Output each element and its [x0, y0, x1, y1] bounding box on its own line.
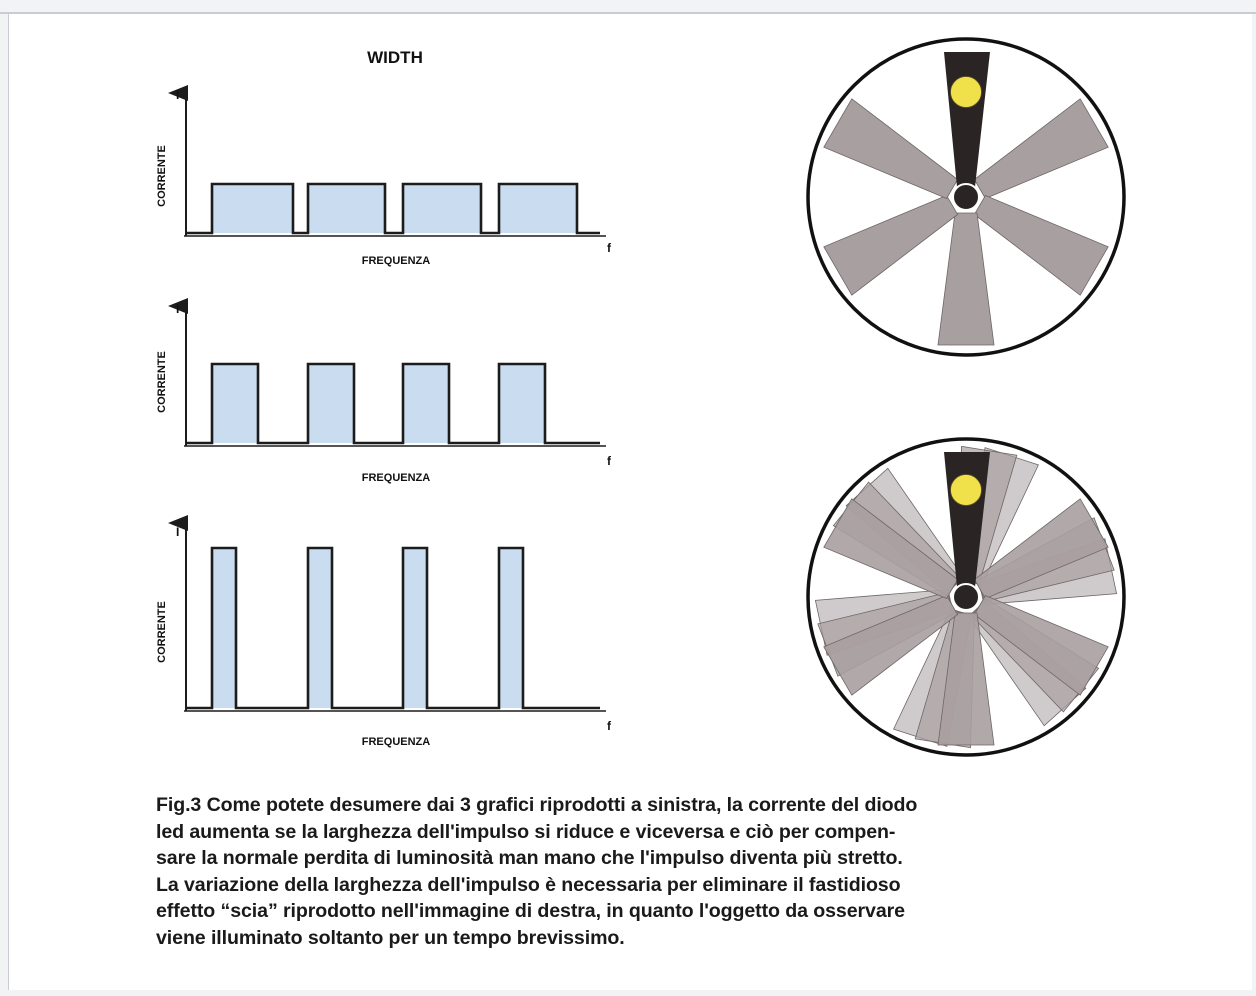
pulse: [308, 184, 385, 233]
graph-2: I f CORRENTE FREQUENZA: [156, 298, 612, 484]
top-rule: [0, 12, 1256, 14]
figure-title: WIDTH: [367, 48, 423, 67]
wheel-blade: [823, 498, 959, 600]
pulse: [308, 364, 354, 443]
graph-3: I f CORRENTE FREQUENZA: [156, 515, 612, 748]
pulse: [212, 364, 258, 443]
graph-1-x-symbol: f: [607, 241, 612, 255]
graph-1-x-label: FREQUENZA: [362, 255, 431, 267]
graph-2-x-label: FREQUENZA: [362, 472, 431, 484]
pulse: [403, 548, 427, 708]
wheel-1-hub: [952, 183, 980, 211]
caption-line: sare la normale perdita di luminosità ma…: [156, 847, 903, 869]
wheel-blade: [937, 212, 995, 346]
pulse: [308, 548, 332, 708]
figure-caption: Fig.3 Come potete desumere dai 3 grafici…: [156, 792, 1156, 951]
pulse: [403, 184, 481, 233]
graph-2-y-symbol: I: [176, 302, 179, 316]
wheel-blade: [973, 594, 1109, 696]
graph-1-y-symbol: I: [176, 88, 179, 102]
graph-3-y-label: CORRENTE: [156, 601, 168, 663]
wheel-2-blades: [814, 445, 1118, 749]
wheel-diagram-1: [806, 37, 1126, 357]
wheel-blade: [937, 612, 995, 746]
caption-line: led aumenta se la larghezza dell'impulso…: [156, 820, 896, 843]
graph-3-x-label: FREQUENZA: [362, 736, 431, 748]
graph-2-pulses: [212, 364, 545, 443]
pulse: [212, 184, 293, 233]
pulse: [499, 548, 523, 708]
graph-3-waveform: [186, 546, 600, 710]
wheel-blade: [823, 98, 959, 200]
wheel-blade: [973, 194, 1109, 296]
graph-1: I f CORRENTE FREQUENZA: [156, 85, 612, 267]
pulse: [212, 548, 236, 708]
wheel-1-blades: [823, 98, 1109, 346]
caption-line: effetto “scia” riprodotto nell'immagine …: [156, 900, 905, 922]
graph-3-y-symbol: I: [176, 525, 179, 539]
pulse: [499, 364, 545, 443]
graph-3-pulses: [212, 548, 523, 708]
graph-2-waveform: [186, 362, 600, 445]
wheel-blade: [973, 498, 1109, 600]
graph-1-y-label: CORRENTE: [156, 145, 168, 207]
wheel-2-led: [950, 474, 982, 506]
pulse: [403, 364, 449, 443]
graph-2-x-symbol: f: [607, 454, 612, 468]
caption-line: Fig.3 Come potete desumere dai 3 grafici…: [156, 794, 918, 816]
pulse: [499, 184, 577, 233]
graph-1-waveform: [186, 182, 600, 235]
wheel-1-led: [950, 76, 982, 108]
wheel-diagram-2: [806, 437, 1126, 757]
wheel-2-hub: [952, 583, 980, 611]
graph-3-x-symbol: f: [607, 719, 612, 733]
caption-line: La variazione della larghezza dell'impul…: [156, 873, 901, 896]
wheel-blade: [823, 194, 959, 296]
graph-2-y-label: CORRENTE: [156, 351, 168, 413]
wheel-blade: [973, 98, 1109, 200]
wheel-blade: [823, 594, 959, 696]
caption-line: viene illuminato soltanto per un tempo b…: [156, 926, 625, 949]
graph-1-pulses: [212, 184, 577, 233]
